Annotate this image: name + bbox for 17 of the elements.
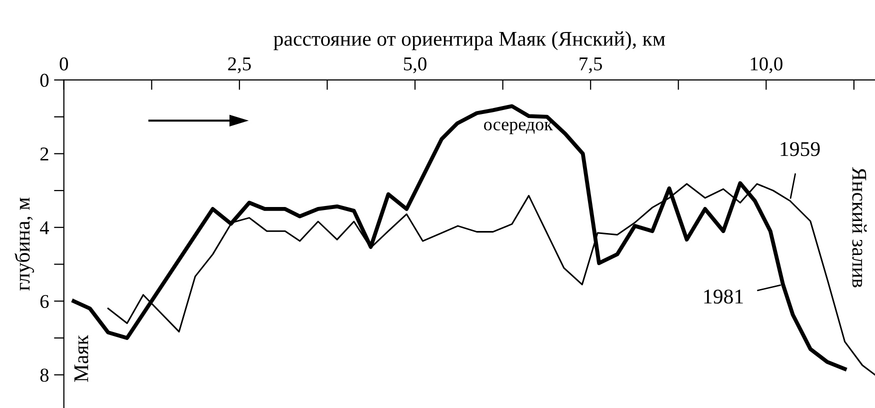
legend-label: 1981 <box>704 290 743 304</box>
y-axis-title: глубина, м <box>14 198 34 290</box>
x-tick-label: 7,5 <box>580 58 602 74</box>
x-axis-title: расстояние от ориентира Маяк (Янский), км <box>274 31 666 50</box>
y-tick-label: 6 <box>40 294 49 308</box>
y-tick-label: 4 <box>40 221 49 234</box>
x-tick-label: 5,0 <box>404 57 426 74</box>
annotation: Янский залив <box>852 167 867 288</box>
series-label: 1959 <box>780 142 820 156</box>
annotation: осередок <box>484 122 553 134</box>
annotation: Маяк <box>74 335 88 382</box>
x-tick-label: 10,0 <box>750 57 782 74</box>
y-tick-label: 8 <box>40 368 49 382</box>
x-tick-label: 0 <box>60 57 68 70</box>
x-tick-label: 2,5 <box>228 57 251 74</box>
y-tick-label: 0 <box>40 74 49 87</box>
y-tick-label: 2 <box>40 148 48 160</box>
